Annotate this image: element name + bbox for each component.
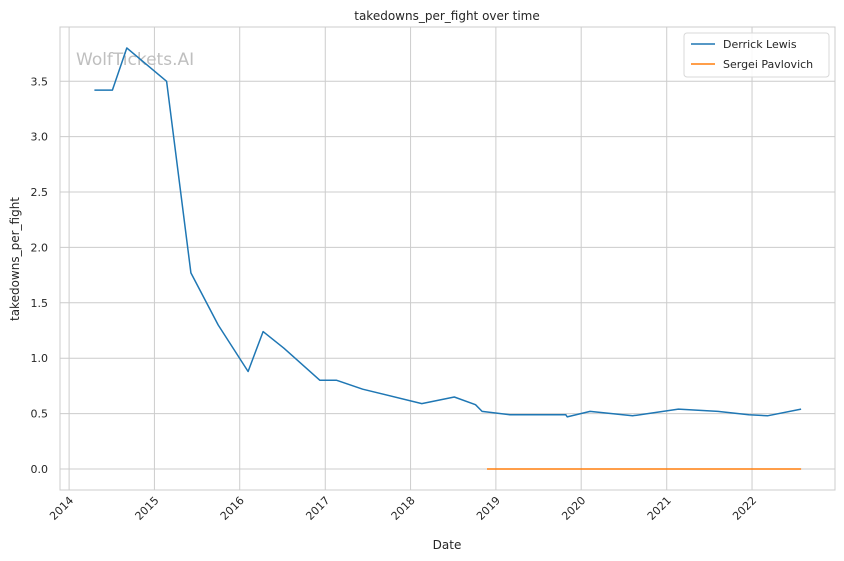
- y-tick-label: 1.5: [31, 297, 49, 310]
- legend-label: Sergei Pavlovich: [723, 58, 813, 71]
- y-tick-label: 0.0: [31, 463, 49, 476]
- watermark: WolfTickets.AI: [76, 50, 194, 70]
- y-tick-label: 3.5: [31, 75, 49, 88]
- plot-area: [59, 26, 836, 491]
- y-tick-label: 2.5: [31, 186, 49, 199]
- legend-label: Derrick Lewis: [723, 38, 797, 51]
- legend: Derrick Lewis Sergei Pavlovich: [683, 32, 830, 78]
- legend-box: [683, 32, 830, 78]
- y-axis-title: takedowns_per_fight: [8, 197, 22, 321]
- y-axis-ticks: 0.0 0.5 1.0 1.5 2.0 2.5 3.0 3.5: [31, 75, 49, 476]
- y-tick-label: 1.0: [31, 352, 49, 365]
- series-lines: [94, 47, 802, 470]
- series-line-derrick-lewis: [94, 47, 802, 418]
- y-tick-label: 2.0: [31, 241, 49, 254]
- y-tick-label: 3.0: [31, 131, 49, 144]
- x-axis-title: Date: [433, 538, 462, 552]
- y-tick-label: 0.5: [31, 408, 49, 421]
- chart-title: takedowns_per_fight over time: [354, 9, 540, 23]
